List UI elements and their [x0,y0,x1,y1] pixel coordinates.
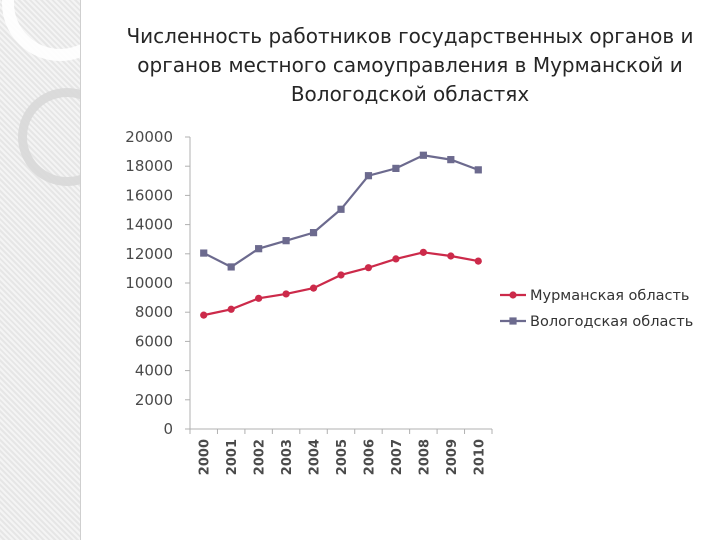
data-point-marker [337,205,345,213]
data-point-marker [392,164,400,172]
y-tick-label: 4000 [135,362,173,380]
x-tick-label: 2007 [390,439,405,475]
x-tick-label: 2008 [417,439,432,475]
x-tick-label: 2003 [280,439,295,475]
x-tick-label: 2006 [362,439,377,475]
chart-title: Численность работников государственных о… [110,22,710,109]
data-point-marker [392,255,400,263]
x-tick-label: 2010 [472,439,487,475]
data-point-marker [447,156,455,164]
data-point-marker [227,263,235,271]
data-point-marker [337,271,345,279]
decorative-ring-bottom [18,88,80,186]
y-tick-label: 8000 [135,303,173,321]
y-tick-label: 0 [163,420,173,438]
x-tick-label: 2009 [445,439,460,475]
chart-title-line-2: органов местного самоуправления в Мурман… [137,53,683,77]
y-tick-label: 18000 [125,157,173,175]
y-tick-label: 14000 [125,216,173,234]
y-tick-label: 6000 [135,332,173,350]
data-point-marker [227,305,235,313]
y-tick-label: 20000 [125,128,173,146]
legend-label: Мурманская область [530,288,689,304]
data-point-marker [419,151,427,159]
data-point-marker [419,248,427,256]
x-tick-label: 2002 [253,439,268,475]
y-tick-label: 2000 [135,391,173,409]
series-line-1 [203,251,479,317]
data-point-marker [282,290,290,298]
data-point-marker [255,245,263,253]
x-tick-label: 2005 [335,439,350,475]
data-point-marker [255,294,263,302]
legend-marker [509,317,517,325]
chart-title-line-3: Вологодской областях [290,82,530,106]
data-point-marker [282,237,290,245]
data-point-marker [474,257,482,265]
chart-title-line-1: Численность работников государственных о… [126,24,694,48]
data-point-marker [309,284,318,292]
data-point-marker [447,252,455,260]
legend-marker [509,291,517,299]
y-tick-label: 10000 [125,274,173,292]
data-point-marker [309,229,318,237]
y-tick-label: 16000 [125,186,173,204]
data-point-marker [474,166,482,174]
legend-label: Вологодская область [530,314,693,330]
x-tick-label: 2000 [198,439,213,475]
y-tick-label: 12000 [125,245,173,263]
data-point-marker [200,311,208,319]
decorative-sidebar [0,0,81,540]
x-tick-label: 2004 [308,439,323,475]
data-point-marker [200,249,208,257]
data-point-marker [364,264,373,272]
data-point-marker [364,172,373,180]
x-tick-label: 2001 [225,439,240,475]
